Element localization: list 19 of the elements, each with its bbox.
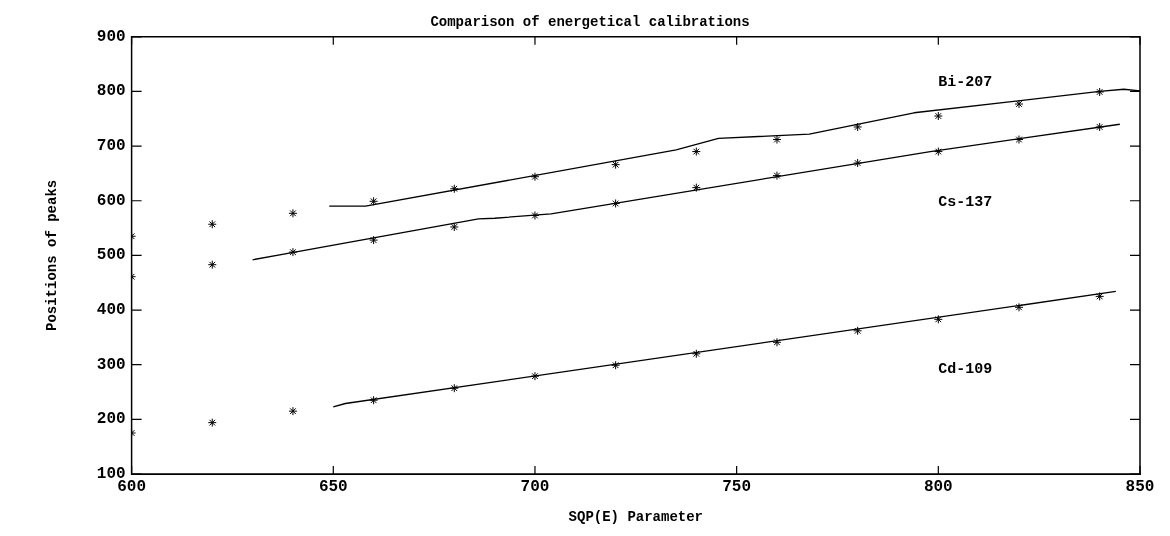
series-label: Bi-207	[938, 73, 993, 91]
y-tick-label: 700	[96, 137, 126, 156]
y-tick-label: 800	[96, 82, 126, 101]
x-tick-label: 750	[722, 477, 752, 496]
y-tick-label: 600	[96, 191, 126, 210]
y-axis-title: Positions of peaks	[43, 179, 60, 332]
y-tick-label: 200	[96, 410, 126, 429]
text: Cs-137	[938, 194, 993, 212]
y-tick-label: 900	[96, 27, 126, 46]
y-tick-label: 500	[96, 246, 126, 265]
x-axis-title: SQP(E) Parameter	[568, 509, 704, 526]
x-tick-label: 650	[318, 477, 348, 496]
text: Cd-109	[938, 361, 993, 379]
x-tick-label: 800	[923, 477, 953, 496]
y-tick-label: 300	[96, 355, 126, 374]
x-tick-label: 850	[1125, 477, 1155, 496]
x-tick-label: 700	[520, 477, 550, 496]
y-tick-label: 400	[96, 301, 126, 320]
chart-title: Comparison of energetical calibrations	[430, 13, 750, 30]
